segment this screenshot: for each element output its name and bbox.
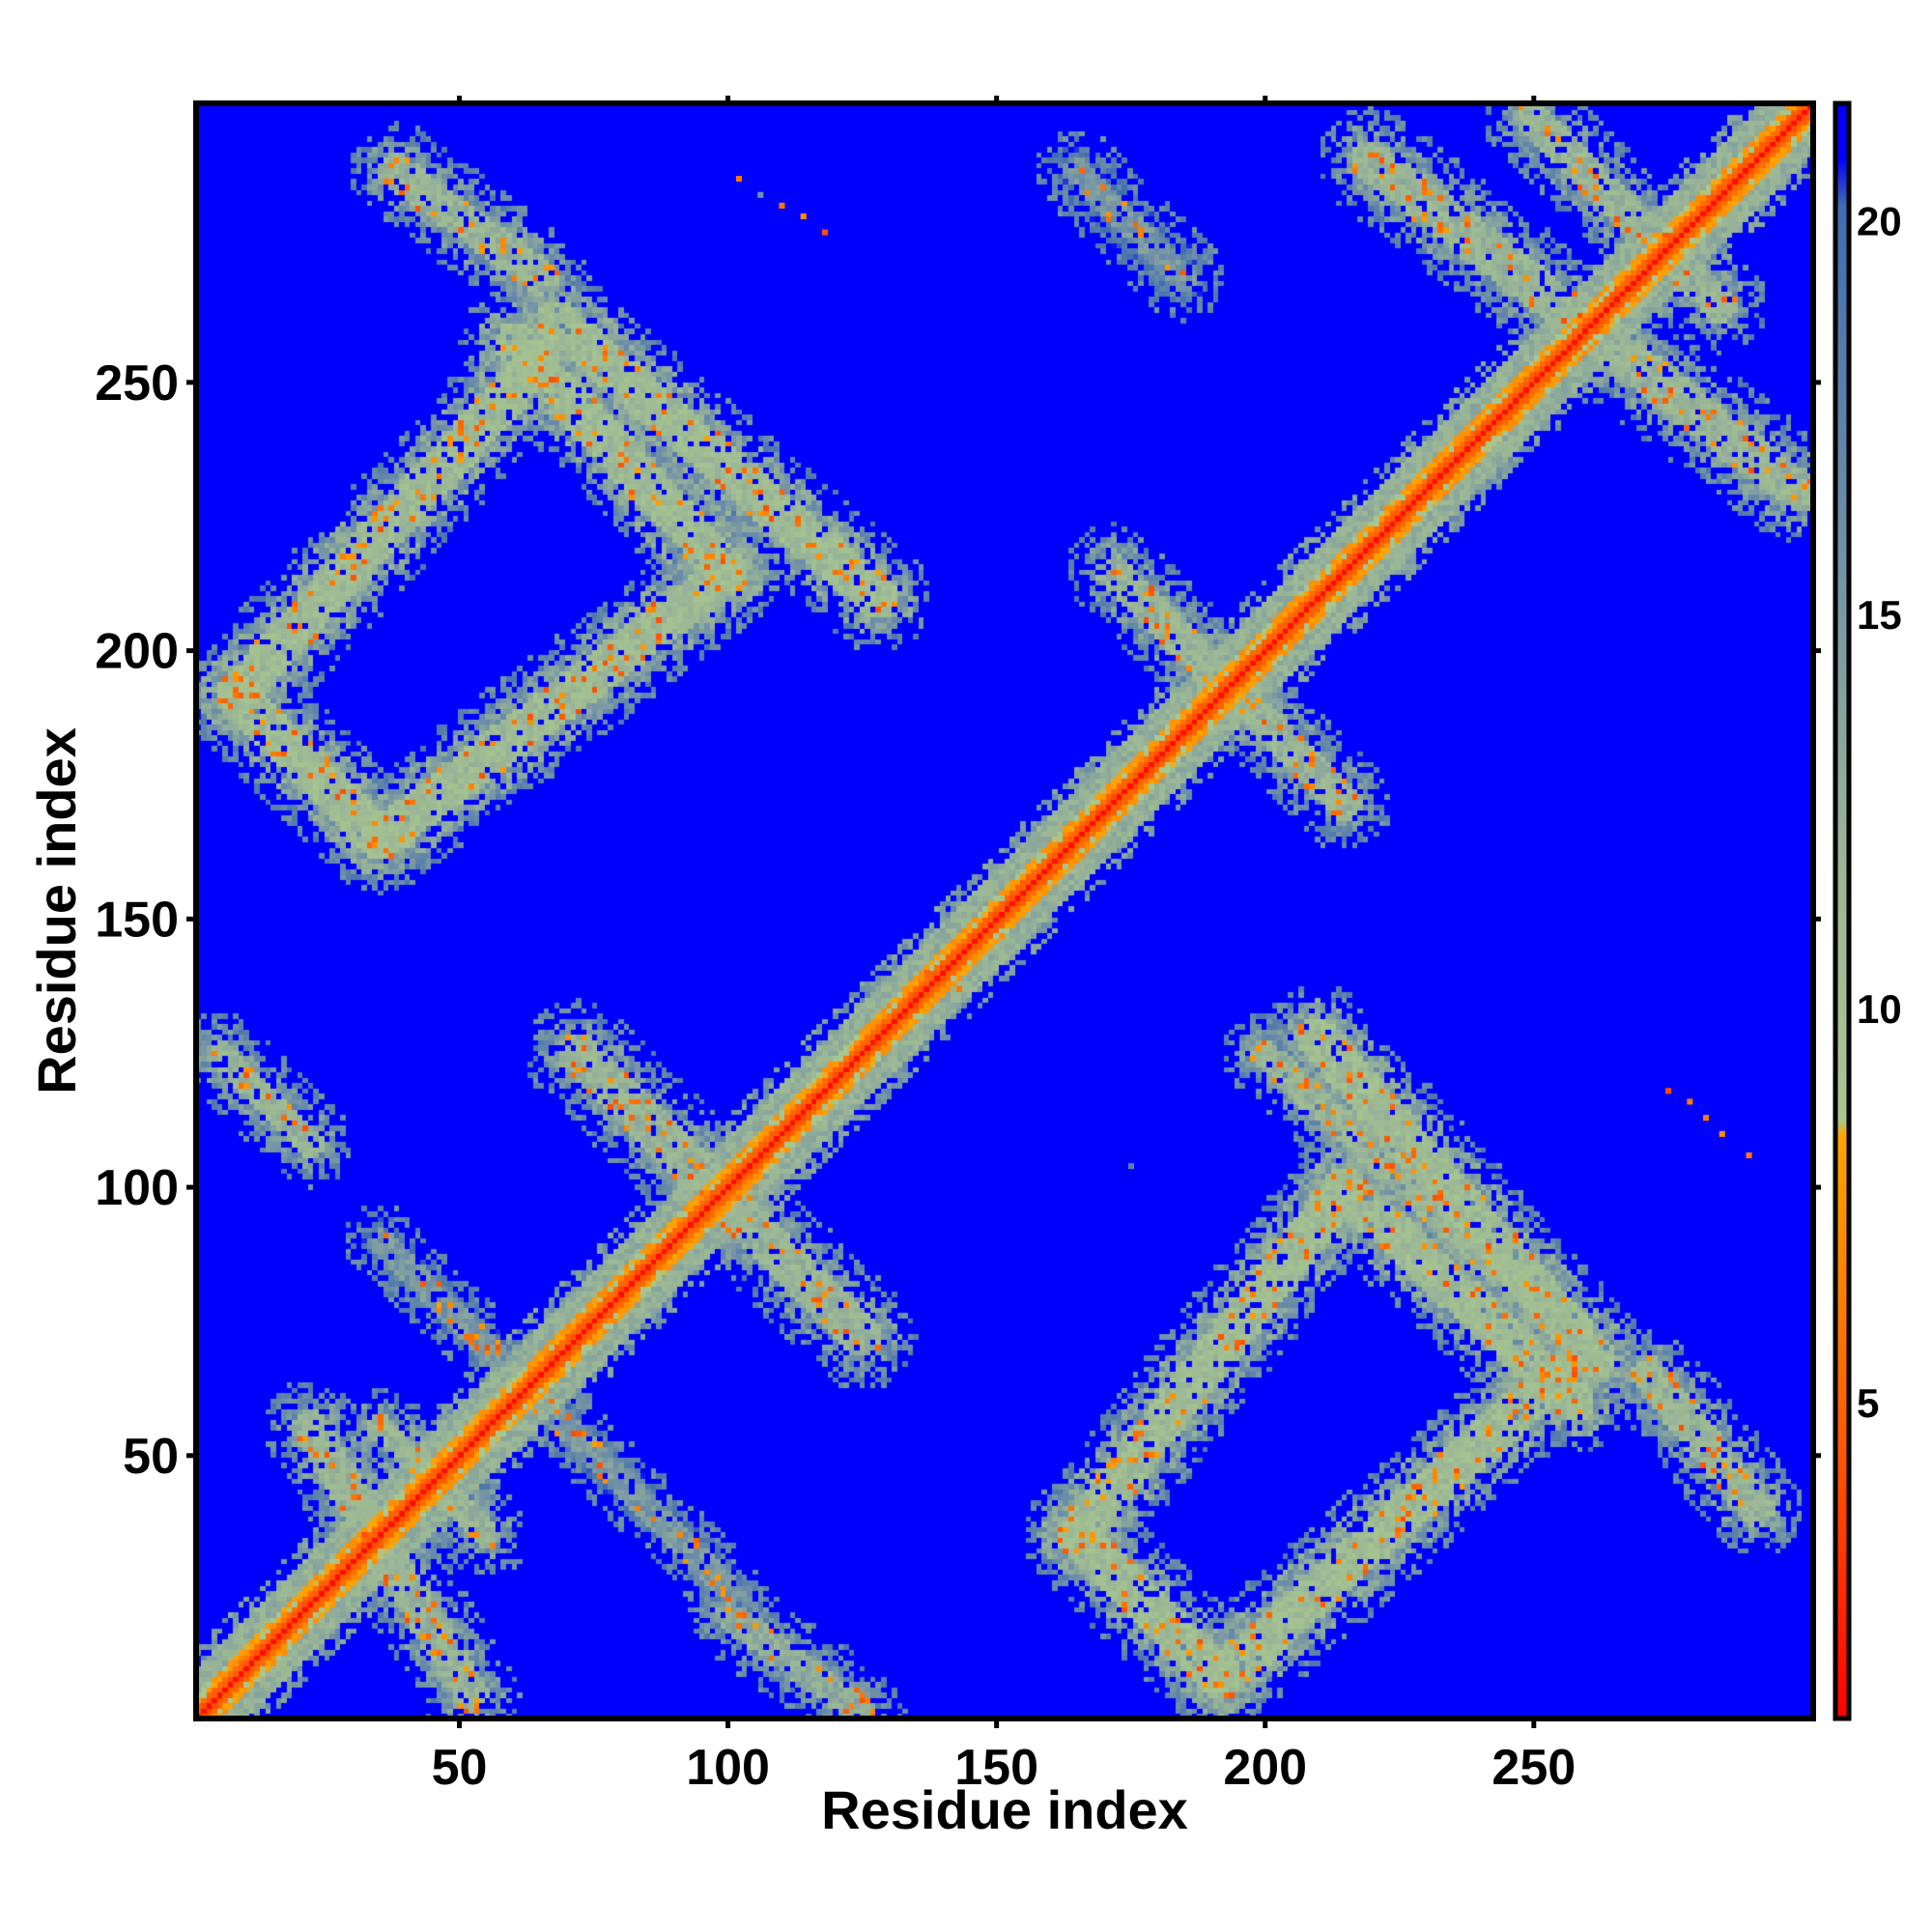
colorbar-tick-label: 5 [1857, 1380, 1879, 1426]
x-axis-title: Residue index [821, 1779, 1188, 1840]
contact-point [735, 176, 742, 183]
plot-frame [193, 100, 1816, 1721]
colorbar-frame [1833, 100, 1852, 1721]
contact-point [1703, 1115, 1710, 1122]
y-tick-label: 200 [95, 624, 179, 680]
colorbar-fill [1835, 103, 1849, 1719]
contact-point [1719, 1130, 1725, 1137]
contact-point [757, 191, 764, 198]
y-tick-label: 100 [95, 1160, 179, 1216]
contact-point [779, 202, 785, 209]
contact-point [800, 213, 807, 219]
x-axis: 50 100 150 200 250 [432, 96, 1576, 1796]
y-tick-label: 50 [123, 1429, 179, 1485]
colorbar-tick-label: 15 [1857, 592, 1902, 638]
x-tick-label: 200 [1223, 1740, 1307, 1796]
y-tick-label: 250 [95, 355, 179, 412]
contact-point [923, 970, 930, 977]
colorbar-ticks: 5 10 15 20 [1857, 198, 1902, 1425]
x-tick-label: 50 [432, 1740, 488, 1796]
heatmap-cells [196, 103, 1813, 1719]
colorbar-tick-label: 20 [1857, 198, 1902, 243]
contact-point [1127, 1163, 1134, 1170]
contact-point [1746, 1152, 1752, 1159]
x-tick-label: 250 [1492, 1740, 1576, 1796]
colorbar-tick-label: 10 [1857, 986, 1902, 1032]
contact-point [1687, 1098, 1693, 1105]
x-tick-label: 100 [686, 1740, 770, 1796]
y-axis: 50 100 150 200 250 [95, 355, 1821, 1485]
heatmap-canvas-holder [196, 103, 1813, 1719]
contact-point [1665, 1088, 1672, 1094]
contact-point [821, 229, 828, 236]
colorbar: 5 10 15 20 [1833, 100, 1902, 1721]
y-axis-title: Residue index [26, 727, 87, 1094]
y-tick-label: 150 [95, 892, 179, 948]
isolated-contact-points [735, 176, 1752, 1170]
contact-point [956, 985, 963, 992]
x-tick-label: 150 [954, 1740, 1038, 1796]
